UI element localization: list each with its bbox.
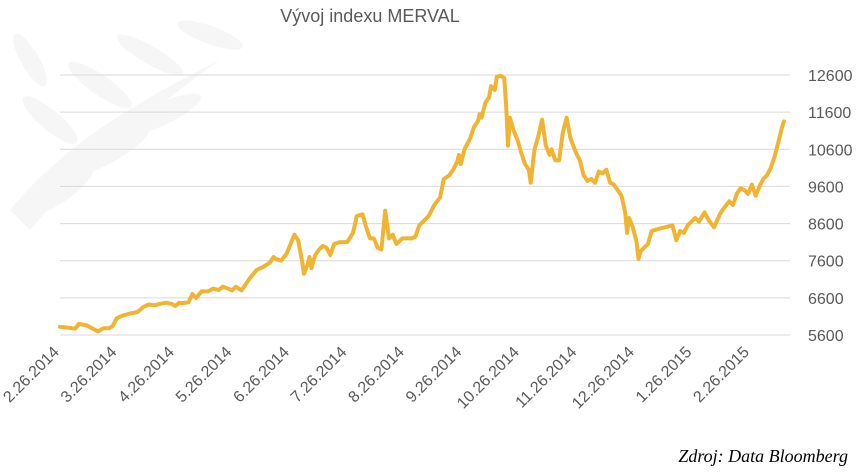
x-tick-label: 1.26.2015 — [633, 344, 695, 406]
x-tick-label: 6.26.2014 — [230, 344, 292, 406]
y-tick-label: 9600 — [808, 179, 844, 196]
series-line — [58, 73, 786, 334]
source-note: Zdroj: Data Bloomberg — [678, 446, 848, 466]
y-tick-label: 6600 — [808, 291, 844, 308]
x-tick-label: 4.26.2014 — [115, 344, 177, 406]
x-tick-label: 2.26.2015 — [690, 344, 752, 406]
x-tick-label: 12.26.2014 — [569, 344, 638, 413]
x-tick-label: 7.26.2014 — [288, 344, 350, 406]
y-tick-label: 5600 — [808, 328, 844, 345]
x-tick-label: 5.26.2014 — [173, 344, 235, 406]
x-tick-label: 10.26.2014 — [454, 344, 523, 413]
background-watermark — [10, 20, 244, 230]
y-tick-label: 12600 — [808, 68, 853, 85]
y-tick-label: 11600 — [808, 105, 851, 122]
x-tick-label: 2.26.2014 — [0, 344, 62, 406]
y-tick-label: 10600 — [808, 142, 853, 159]
x-tick-label: 8.26.2014 — [345, 344, 407, 406]
y-tick-label: 7600 — [808, 254, 844, 271]
x-tick-label: 9.26.2014 — [403, 344, 465, 406]
y-tick-label: 8600 — [808, 217, 844, 234]
chart-title: Vývoj indexu MERVAL — [280, 6, 460, 26]
x-tick-label: 3.26.2014 — [58, 344, 120, 406]
